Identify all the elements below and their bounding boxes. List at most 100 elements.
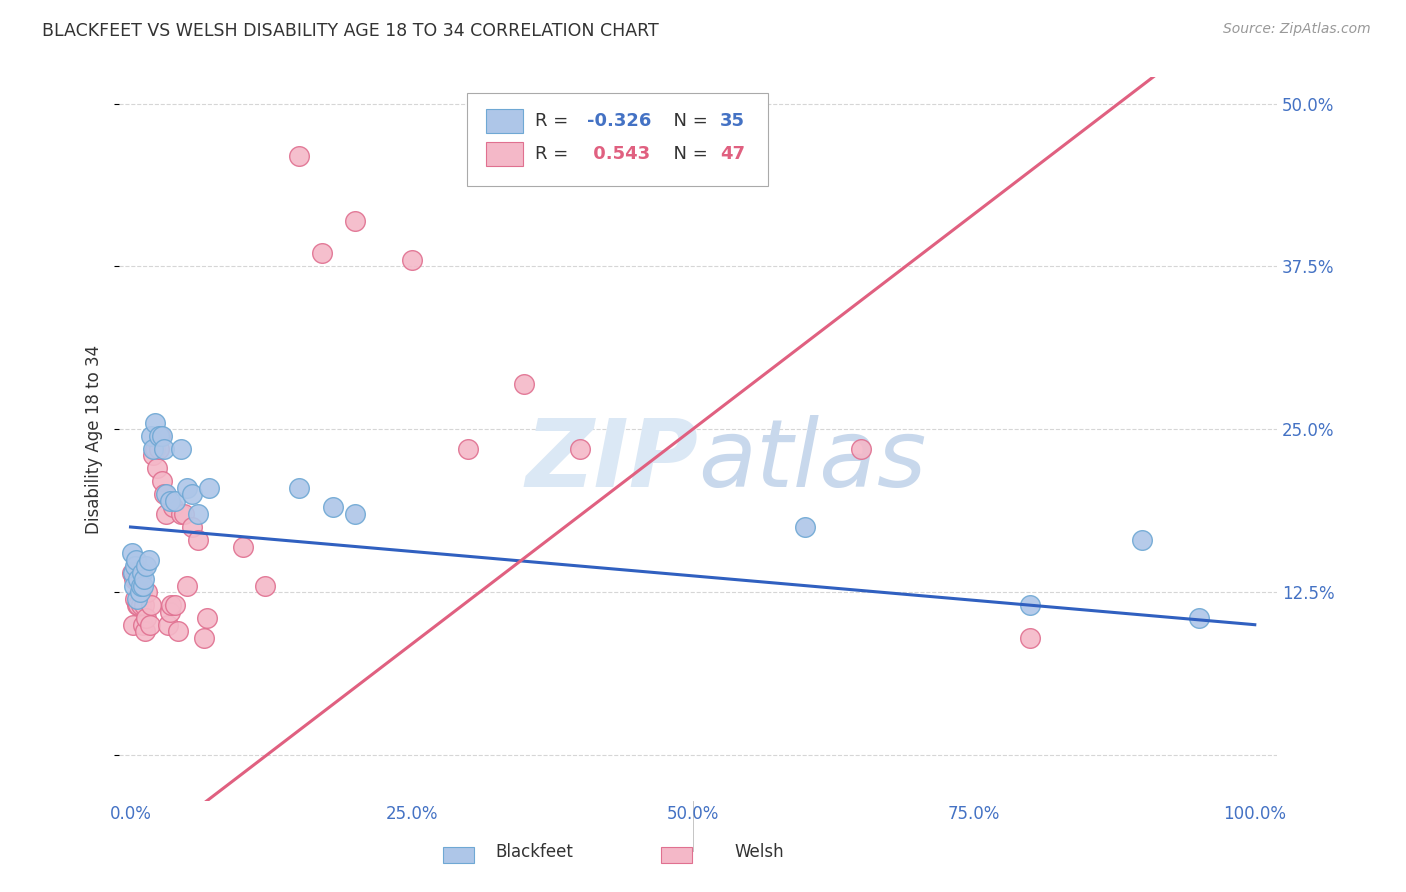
Point [159, 494, 181, 508]
Point [569, 442, 592, 456]
Point [1019, 598, 1042, 612]
FancyBboxPatch shape [486, 142, 523, 167]
Text: 47: 47 [720, 145, 745, 163]
Point [138, 617, 160, 632]
Point [128, 585, 150, 599]
Point [170, 507, 193, 521]
Point [125, 572, 148, 586]
Text: N =: N = [662, 145, 714, 163]
Point [288, 148, 311, 162]
Point [139, 598, 162, 612]
Point [122, 572, 145, 586]
Point [153, 487, 176, 501]
FancyBboxPatch shape [467, 94, 768, 186]
Point [142, 442, 165, 456]
Point [150, 475, 173, 489]
Point [160, 598, 183, 612]
Point [457, 442, 479, 456]
Point [344, 214, 367, 228]
Point [198, 481, 221, 495]
Point [176, 481, 198, 495]
Point [193, 631, 215, 645]
Point [794, 520, 817, 534]
Point [187, 533, 209, 547]
Text: BLACKFEET VS WELSH DISABILITY AGE 18 TO 34 CORRELATION CHART: BLACKFEET VS WELSH DISABILITY AGE 18 TO … [42, 22, 659, 40]
Point [132, 598, 155, 612]
Text: Blackfeet: Blackfeet [495, 843, 574, 861]
Point [136, 585, 159, 599]
Point [232, 540, 254, 554]
Point [146, 461, 169, 475]
Point [159, 605, 181, 619]
Text: 35: 35 [720, 112, 745, 130]
Point [170, 442, 193, 456]
Y-axis label: Disability Age 18 to 34: Disability Age 18 to 34 [86, 344, 103, 533]
Point [181, 487, 204, 501]
Point [132, 617, 155, 632]
Point [132, 579, 155, 593]
Text: ZIP: ZIP [526, 415, 699, 507]
Point [127, 572, 149, 586]
Text: atlas: atlas [699, 415, 927, 507]
Point [1130, 533, 1153, 547]
Point [127, 591, 149, 606]
Point [121, 566, 143, 580]
Point [165, 598, 187, 612]
Point [165, 494, 187, 508]
Point [195, 611, 218, 625]
Point [162, 500, 184, 515]
Point [156, 617, 179, 632]
Point [322, 500, 344, 515]
Point [254, 579, 277, 593]
Text: R =: R = [536, 112, 574, 130]
Point [125, 552, 148, 566]
Point [187, 507, 209, 521]
Text: N =: N = [662, 112, 714, 130]
Point [122, 579, 145, 593]
Point [344, 507, 367, 521]
Point [134, 624, 156, 639]
Point [311, 246, 333, 260]
Point [148, 442, 170, 456]
Point [142, 448, 165, 462]
Point [143, 442, 166, 456]
Point [166, 624, 188, 639]
Text: -0.326: -0.326 [588, 112, 651, 130]
Text: R =: R = [536, 145, 574, 163]
Point [127, 598, 149, 612]
Point [1187, 611, 1209, 625]
Text: 0.543: 0.543 [588, 145, 650, 163]
Point [1019, 631, 1042, 645]
Point [127, 598, 149, 612]
Text: Source: ZipAtlas.com: Source: ZipAtlas.com [1223, 22, 1371, 37]
Point [129, 579, 152, 593]
Point [155, 487, 177, 501]
Point [176, 579, 198, 593]
Point [135, 559, 157, 574]
Point [131, 566, 153, 580]
Text: Welsh: Welsh [734, 843, 785, 861]
Point [288, 481, 311, 495]
Point [401, 252, 423, 267]
Point [138, 552, 160, 566]
Point [128, 579, 150, 593]
Point [181, 520, 204, 534]
Point [124, 559, 146, 574]
Point [139, 429, 162, 443]
Point [129, 598, 152, 612]
Point [148, 429, 170, 443]
Point [124, 591, 146, 606]
Point [143, 416, 166, 430]
Point [135, 611, 157, 625]
Point [121, 617, 143, 632]
Point [155, 507, 177, 521]
Point [121, 566, 143, 580]
FancyBboxPatch shape [486, 109, 523, 133]
Point [121, 546, 143, 560]
Point [513, 376, 536, 391]
Point [173, 507, 195, 521]
Point [851, 442, 873, 456]
Point [150, 429, 173, 443]
Point [131, 585, 153, 599]
Point [132, 572, 155, 586]
